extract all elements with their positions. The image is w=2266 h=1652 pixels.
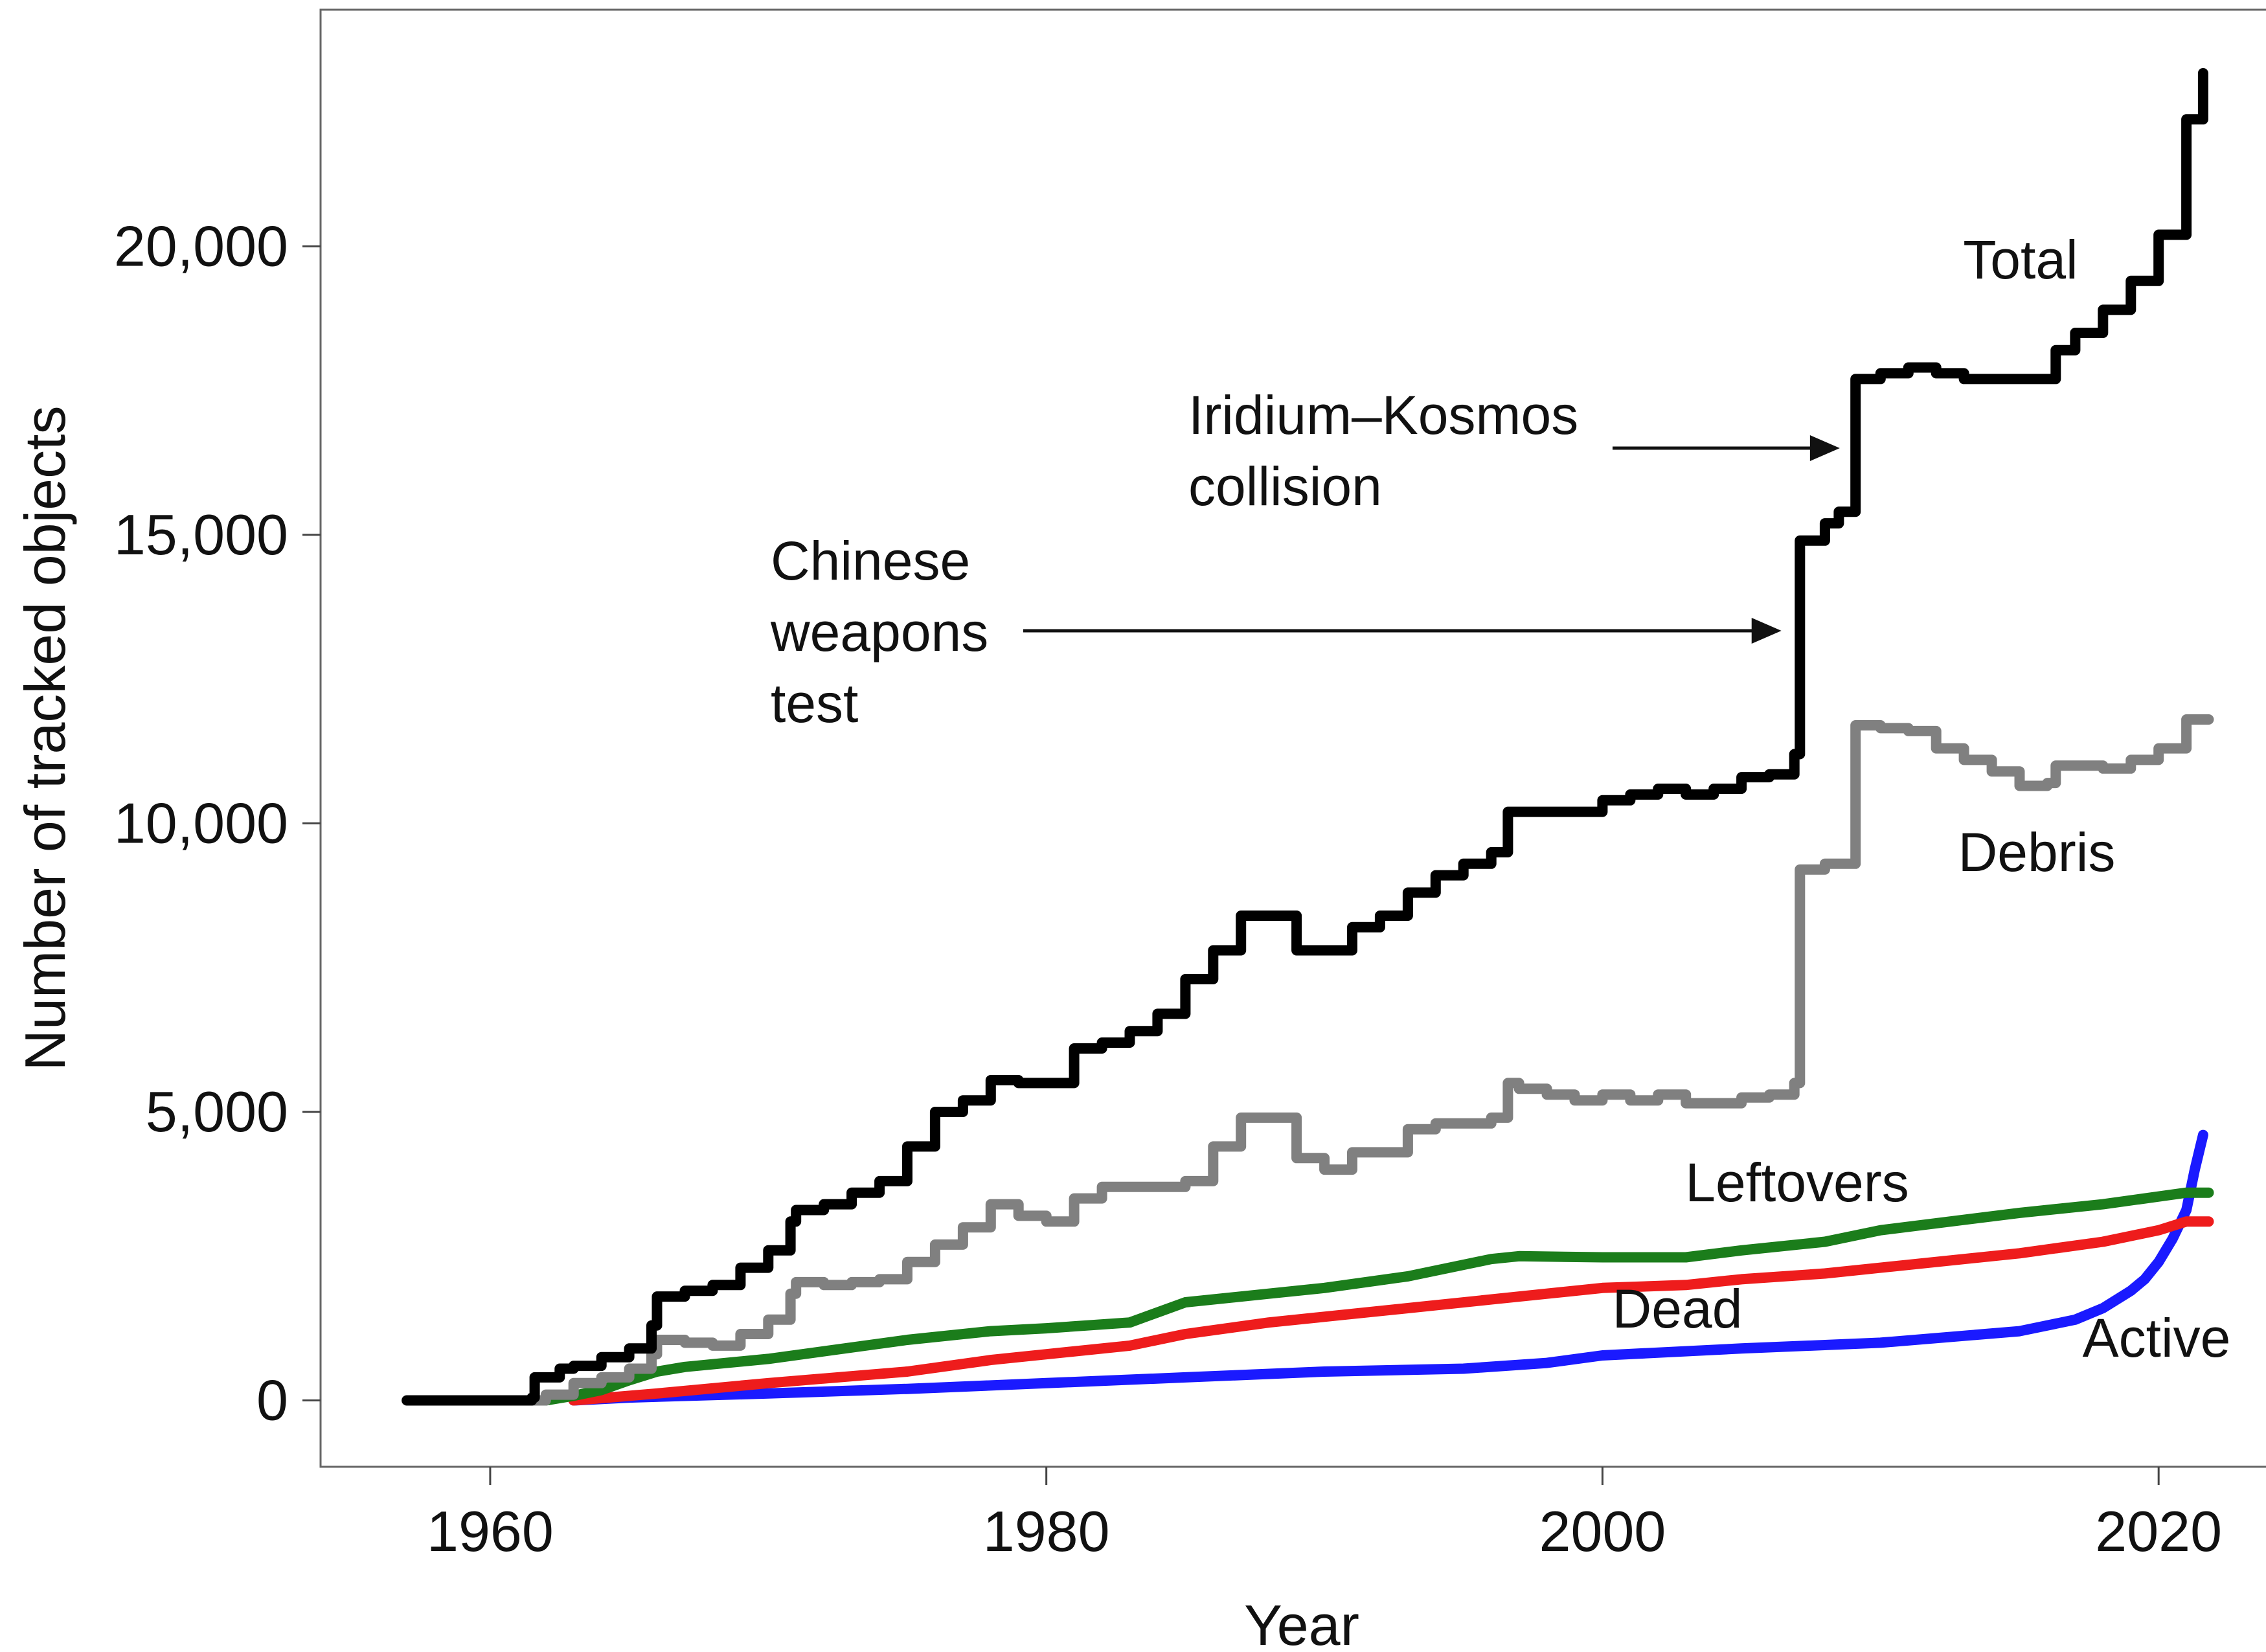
- plot-frame: [319, 8, 2266, 1468]
- annotation-iridium-kosmos-text: Iridium–Kosmos: [1188, 385, 1578, 446]
- series-line-active: [568, 1129, 2208, 1406]
- y-axis: 0 5,000 10,000 15,000 20,000: [114, 214, 321, 1432]
- y-tick-label: 10,000: [114, 791, 288, 855]
- y-tick-label: 5,000: [146, 1080, 288, 1144]
- x-axis: 1960 1980 2000 2020: [427, 1467, 2222, 1563]
- series-label-active: Active: [2083, 1307, 2231, 1368]
- series-label-debris: Debris: [1958, 822, 2116, 883]
- series-label-leftovers: Leftovers: [1685, 1152, 1909, 1213]
- x-tick-label: 2020: [2095, 1499, 2222, 1563]
- x-tick-label: 1960: [427, 1499, 554, 1563]
- y-tick-label: 20,000: [114, 214, 288, 278]
- series-line-dead: [568, 1216, 2214, 1406]
- annotations: Iridium–Kosmos collision Chinese weapons tes…: [770, 385, 1840, 734]
- annotation-chinese-weapons-test-text: weapons: [770, 602, 988, 662]
- series-line-total: [402, 68, 2208, 1406]
- series-line-leftovers: [540, 1187, 2214, 1406]
- y-axis-title: Number of tracked objects: [13, 405, 77, 1070]
- annotation-chinese-weapons-test-text: Chinese: [771, 530, 970, 591]
- y-tick-label: 15,000: [114, 503, 288, 567]
- x-tick-label: 1980: [983, 1499, 1110, 1563]
- annotation-iridium-kosmos-arrowhead: [1809, 435, 1840, 461]
- series-label-total: Total: [1963, 229, 2078, 290]
- series-layer: [402, 68, 2214, 1406]
- series-line-debris: [527, 714, 2214, 1406]
- x-tick-label: 2000: [1539, 1499, 1666, 1563]
- series-label-dead: Dead: [1613, 1278, 1743, 1339]
- x-axis-title: Year: [1244, 1593, 1359, 1652]
- annotation-iridium-kosmos-text: collision: [1188, 456, 1382, 517]
- annotation-chinese-weapons-test-text: test: [771, 673, 858, 734]
- annotation-chinese-weapons-test-arrowhead: [1751, 618, 1782, 644]
- y-tick-label: 0: [256, 1368, 288, 1432]
- series-labels: Total Debris Leftovers Dead Active: [1613, 229, 2231, 1368]
